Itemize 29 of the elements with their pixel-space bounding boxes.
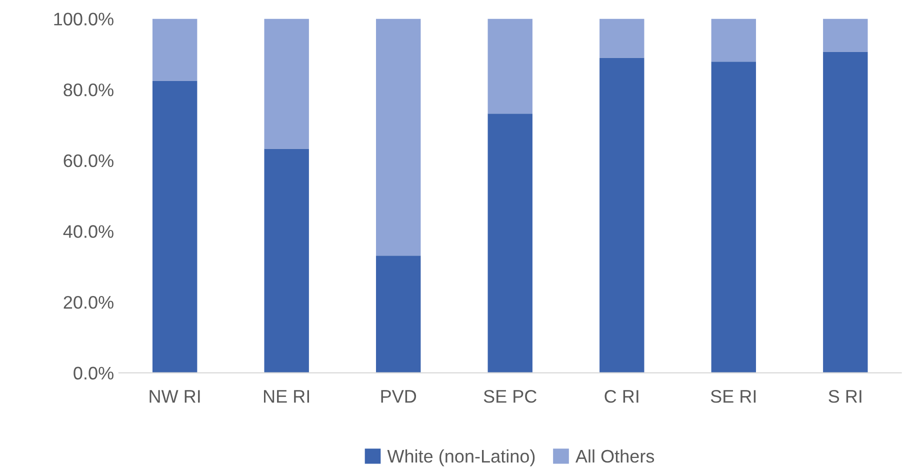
bar: [823, 52, 868, 373]
x-tick-label: C RI: [604, 390, 638, 403]
y-tick-label: 0.0%: [74, 366, 114, 380]
bar: [264, 148, 309, 373]
bar: [600, 58, 644, 373]
bar: [600, 18, 644, 58]
bar: [264, 18, 309, 149]
bar: [376, 18, 421, 256]
bar: [376, 256, 421, 373]
bar: [152, 18, 198, 81]
legend-label: White (non-Latino): [387, 449, 535, 466]
bar: [488, 114, 532, 373]
bar: [823, 18, 868, 52]
y-tick-label: 100.0%: [54, 12, 114, 26]
bar: [152, 80, 198, 373]
bar: [711, 62, 756, 373]
bar: [711, 18, 756, 62]
x-tick-label: NW RI: [150, 390, 200, 403]
x-tick-label: SE RI: [710, 390, 756, 403]
x-tick-label: SE PC: [484, 390, 537, 403]
y-tick-label: 20.0%: [64, 296, 114, 309]
bar: [488, 18, 532, 114]
legend-label: All Others: [575, 449, 654, 463]
y-tick-label: 60.0%: [64, 154, 114, 168]
x-tick-label: PVD: [381, 390, 416, 403]
y-tick-label: 80.0%: [64, 84, 114, 96]
x-tick-label: S RI: [828, 390, 862, 403]
x-tick-label: NE RI: [264, 390, 310, 403]
y-tick-label: 40.0%: [63, 225, 114, 238]
